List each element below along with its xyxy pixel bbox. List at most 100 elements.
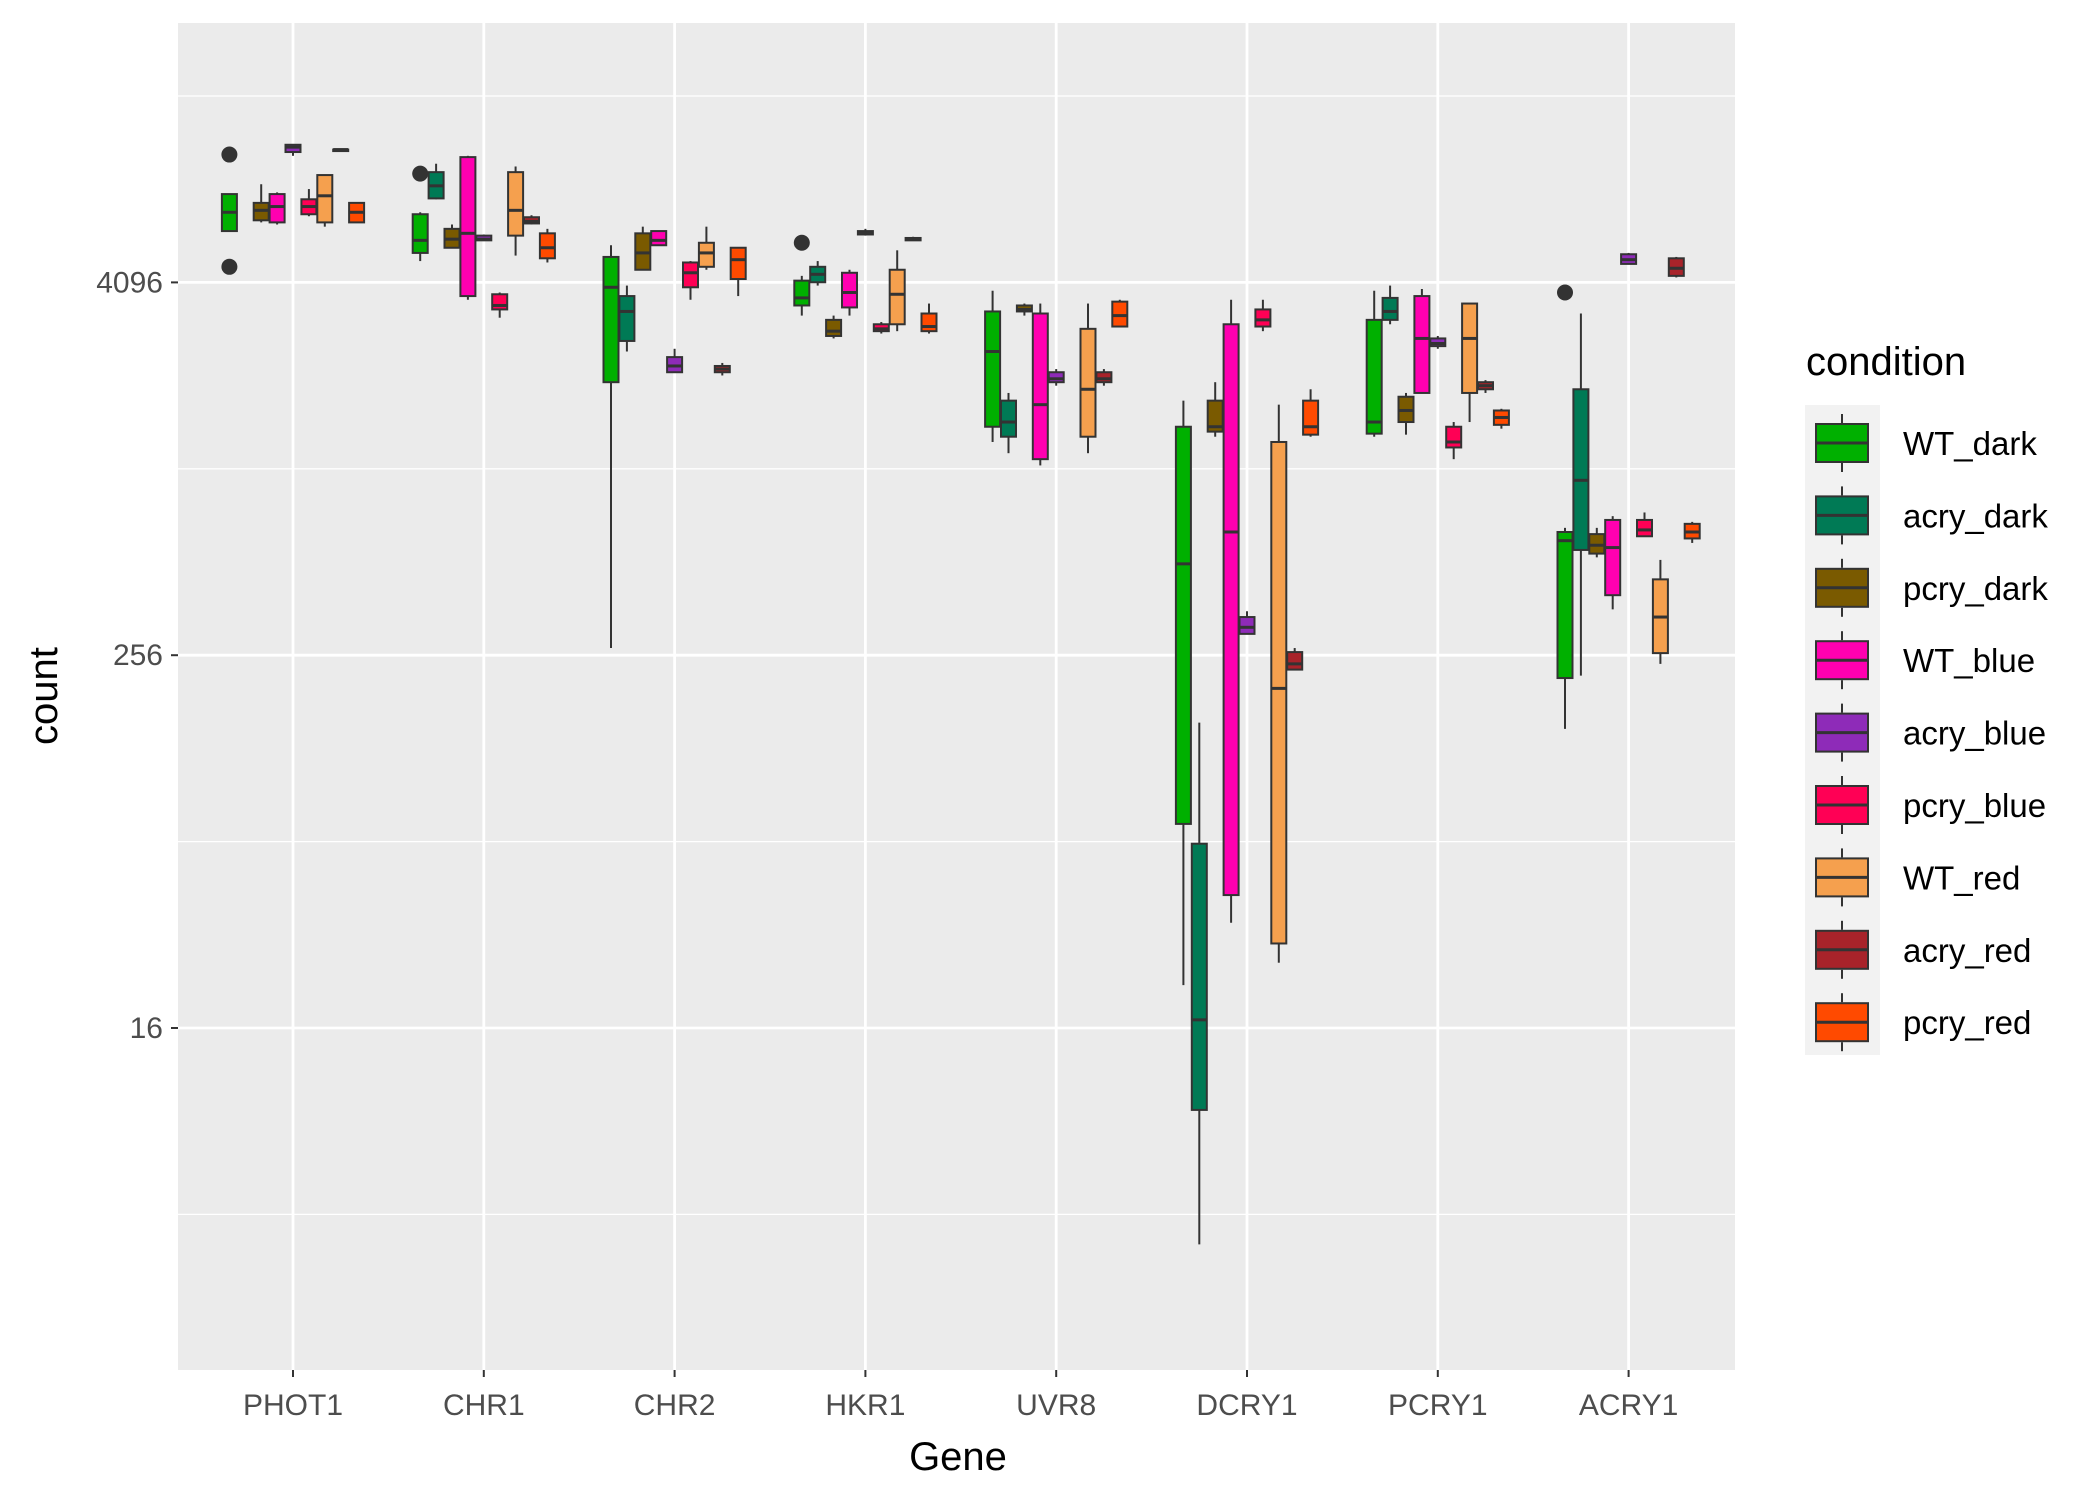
box-pcry_dark-PHOT1: [252, 184, 270, 223]
box-body: [459, 156, 477, 298]
box-WT_dark-DCRY1: [1174, 400, 1192, 986]
box-acry_dark-UVR8: [1000, 392, 1017, 454]
box-body: [841, 271, 858, 309]
box-pcry_blue-ACRY1: [1636, 512, 1653, 538]
box-body: [1461, 302, 1479, 394]
box-WT_dark-ACRY1: [1556, 284, 1574, 729]
box-pcry_red-CHR2: [729, 246, 747, 297]
box-acry_red-CHR1: [523, 215, 540, 225]
legend-item-pcry_blue: pcry_blue: [1815, 776, 2046, 834]
plot-panel: [178, 23, 1735, 1370]
y-tick-label: 4096: [96, 266, 163, 299]
box-body: [920, 312, 938, 333]
legend-item-acry_blue: acry_blue: [1815, 703, 2046, 762]
legend-item-WT_red: WT_red: [1815, 848, 2020, 907]
box-acry_dark-ACRY1: [1572, 313, 1590, 676]
box-WT_dark-CHR1: [411, 165, 429, 262]
legend-item-acry_dark: acry_dark: [1815, 486, 2048, 545]
legend-label: acry_blue: [1903, 715, 2046, 752]
box-WT_blue-UVR8: [1031, 303, 1049, 466]
box-acry_blue-PHOT1: [284, 143, 302, 156]
box-acry_blue-PCRY1: [1429, 335, 1447, 349]
box-body: [268, 193, 286, 224]
box-body: [1604, 518, 1622, 597]
legend-label: pcry_blue: [1903, 787, 2046, 824]
box-pcry_dark-CHR2: [634, 226, 652, 271]
box-WT_red-CHR2: [697, 226, 715, 270]
box-body: [1556, 530, 1574, 680]
box-WT_red-HKR1: [888, 250, 906, 332]
box-pcry_red-HKR1: [920, 303, 938, 334]
box-pcry_red-CHR1: [538, 228, 556, 263]
box-body: [984, 310, 1002, 428]
box-pcry_red-UVR8: [1111, 299, 1129, 328]
box-WT_red-UVR8: [1079, 303, 1097, 454]
legend-item-acry_red: acry_red: [1815, 920, 2031, 979]
box-WT_blue-ACRY1: [1604, 516, 1622, 610]
box-acry_blue-CHR2: [666, 348, 684, 374]
box-body: [825, 318, 843, 337]
outlier-point: [412, 165, 429, 182]
box-acry_blue-ACRY1: [1620, 252, 1638, 265]
box-WT_red-DCRY1: [1270, 404, 1288, 963]
x-tick-label: ACRY1: [1579, 1389, 1679, 1422]
box-body: [1111, 300, 1129, 328]
legend-item-pcry_dark: pcry_dark: [1815, 558, 2048, 617]
box-body: [1047, 371, 1065, 384]
box-pcry_blue-DCRY1: [1254, 299, 1272, 332]
box-acry_dark-CHR2: [618, 285, 636, 352]
box-WT_blue-HKR1: [841, 269, 858, 316]
box-body: [697, 241, 715, 268]
box-acry_red-HKR1: [904, 236, 922, 242]
box-body: [1174, 425, 1192, 825]
legend-label: WT_red: [1903, 859, 2020, 896]
box-body: [1302, 399, 1320, 436]
box-body: [1222, 323, 1240, 897]
box-body: [1636, 518, 1653, 538]
box-body: [491, 293, 509, 311]
minor-gridlines: [178, 95, 1735, 1216]
box-WT_dark-PHOT1: [220, 146, 238, 275]
box-pcry_blue-CHR2: [682, 261, 699, 300]
box-body: [729, 246, 747, 281]
box-WT_blue-PHOT1: [268, 192, 286, 225]
box-body: [1270, 440, 1288, 945]
x-tick-label: UVR8: [1016, 1389, 1096, 1422]
box-body: [793, 279, 811, 307]
box-WT_blue-CHR2: [650, 230, 668, 247]
outlier-point: [221, 258, 238, 275]
x-tick-label: CHR2: [634, 1389, 716, 1422]
box-body: [316, 174, 334, 224]
major-gridlines: [178, 23, 1735, 1370]
box-pcry_red-PHOT1: [348, 201, 366, 224]
box-body: [618, 295, 636, 342]
legend-label: WT_blue: [1903, 642, 2035, 679]
outlier-point: [221, 146, 238, 163]
legend-item-WT_blue: WT_blue: [1815, 631, 2035, 690]
box-acry_blue-DCRY1: [1238, 611, 1256, 635]
legend-title: condition: [1806, 340, 1966, 384]
box-acry_dark-PCRY1: [1381, 285, 1399, 325]
box-WT_dark-CHR2: [602, 245, 620, 649]
box-body: [1095, 371, 1113, 384]
box-WT_blue-PCRY1: [1413, 288, 1431, 394]
box-body: [602, 255, 620, 384]
x-tick-label: PCRY1: [1388, 1389, 1488, 1422]
x-axis-title: Gene: [909, 1435, 1007, 1479]
box-acry_dark-CHR1: [427, 163, 445, 200]
box-pcry_red-PCRY1: [1492, 408, 1510, 429]
box-pcry_blue-HKR1: [872, 322, 890, 334]
box-body: [682, 261, 699, 289]
box-body: [1365, 318, 1383, 435]
box-pcry_red-ACRY1: [1683, 521, 1701, 543]
box-body: [1031, 312, 1049, 461]
box-pcry_dark-CHR1: [443, 224, 461, 249]
box-body: [1190, 842, 1208, 1111]
legend-items: WT_dark acry_dark pcry_dark WT_blue acry_blu…: [1815, 414, 2048, 1052]
box-body: [888, 268, 906, 326]
legend-label: pcry_dark: [1903, 570, 2048, 607]
box-pcry_red-DCRY1: [1302, 389, 1320, 437]
box-series: [220, 143, 1701, 1245]
box-WT_red-PHOT1: [316, 174, 334, 227]
